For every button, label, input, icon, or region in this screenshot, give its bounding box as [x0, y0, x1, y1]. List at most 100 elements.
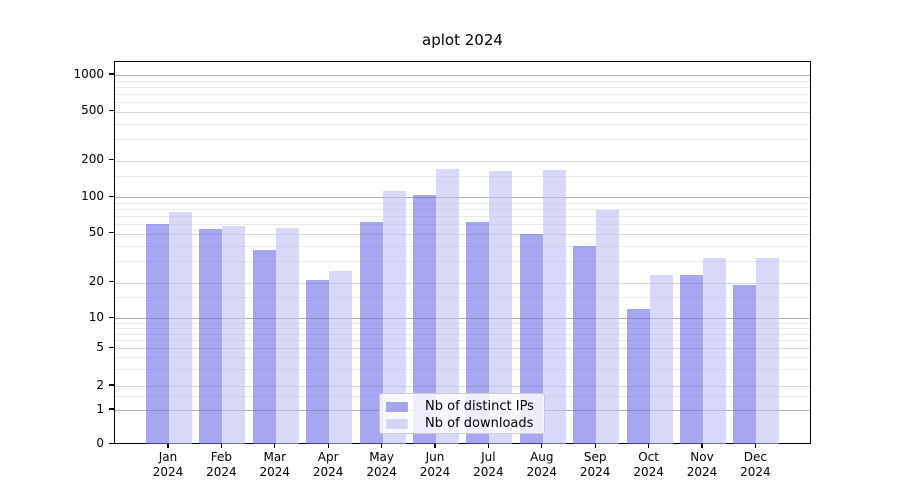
gridline: [115, 102, 810, 104]
bar-nb-of-distinct-ips-sep: [573, 245, 597, 444]
bar-nb-of-downloads-nov: [703, 257, 726, 444]
bar-nb-of-downloads-apr: [329, 270, 353, 444]
gridline: [115, 160, 810, 162]
y-tick-mark: [109, 316, 114, 318]
x-tick-month: Dec: [743, 450, 767, 464]
bar-nb-of-distinct-ips-aug: [519, 233, 543, 444]
bar-nb-of-distinct-ips-may: [359, 221, 383, 444]
x-tick-year: 2024: [366, 465, 397, 479]
y-tick-mark: [109, 159, 114, 161]
x-tick-month: Feb: [210, 450, 233, 464]
x-tick-month: Mar: [263, 450, 287, 464]
y-tick-label: 500: [81, 103, 104, 118]
x-tick-mark: [754, 444, 757, 448]
bar-nb-of-distinct-ips-apr: [306, 280, 330, 444]
bar-nb-of-downloads-jan: [169, 212, 192, 444]
x-tick-year: 2024: [206, 465, 237, 479]
bar-nb-of-downloads-feb: [222, 225, 246, 444]
y-tick-label: 0: [96, 436, 104, 450]
x-tick-month: Jan: [158, 450, 178, 464]
x-tick-mark: [220, 444, 223, 448]
gridline: [115, 297, 810, 299]
y-tick-label: 200: [81, 152, 104, 167]
x-tick-mark: [380, 444, 383, 448]
x-tick-label-jan: Jan 2024: [138, 450, 198, 480]
x-tick-year: 2024: [526, 465, 558, 479]
gridline: [115, 282, 810, 284]
y-tick-label: 100: [81, 188, 104, 203]
x-tick-year: 2024: [686, 465, 718, 479]
bar-nb-of-distinct-ips-jul: [466, 221, 490, 444]
legend: Nb of distinct IPs Nb of downloads: [379, 393, 545, 434]
gridline: [115, 175, 810, 177]
y-tick-mark: [109, 110, 114, 112]
x-tick-month: Sep: [583, 450, 607, 464]
gridline: [115, 86, 810, 88]
x-tick-mark: [434, 444, 436, 448]
y-tick-mark: [109, 384, 114, 386]
x-tick-mark: [487, 444, 490, 448]
gridline: [115, 340, 810, 342]
gridline: [115, 202, 810, 204]
legend-label: Nb of downloads: [425, 416, 534, 431]
x-tick-mark: [594, 444, 596, 448]
gridline: [115, 216, 810, 218]
gridline: [115, 348, 810, 350]
x-tick-label-may: May 2024: [352, 450, 412, 480]
bar-nb-of-downloads-jun: [436, 169, 459, 444]
gridline: [115, 209, 810, 211]
x-tick-month: Aug: [530, 450, 554, 464]
bar-nb-of-downloads-dec: [756, 257, 780, 444]
x-tick-year: 2024: [579, 465, 611, 479]
y-tick-mark: [109, 232, 114, 234]
bar-nb-of-downloads-may: [382, 191, 406, 444]
legend-swatch-icon: [386, 401, 408, 412]
legend-label: Nb of distinct IPs: [425, 399, 534, 414]
gridline: [115, 327, 810, 329]
legend-entry: Nb of downloads: [386, 415, 544, 432]
x-tick-year: 2024: [259, 465, 291, 479]
x-tick-label-aug: Aug 2024: [512, 450, 572, 480]
y-tick-label: 1000: [73, 66, 104, 81]
bar-nb-of-distinct-ips-nov: [680, 275, 703, 444]
x-tick-month: Nov: [690, 450, 714, 464]
gridline: [115, 233, 810, 235]
x-tick-month: Jul: [481, 450, 496, 464]
bar-nb-of-distinct-ips-jun: [413, 194, 436, 444]
bar-nb-of-distinct-ips-feb: [199, 228, 223, 444]
x-tick-year: 2024: [312, 465, 344, 479]
x-tick-label-jun: Jun 2024: [405, 450, 465, 480]
bar-nb-of-downloads-sep: [596, 210, 620, 444]
x-tick-month: Apr: [317, 450, 339, 464]
bar-nb-of-downloads-aug: [542, 169, 566, 444]
bar-nb-of-distinct-ips-oct: [626, 308, 650, 444]
gridline: [115, 93, 810, 95]
x-tick-label-mar: Mar 2024: [245, 450, 305, 480]
y-tick-label: 20: [88, 274, 104, 289]
x-tick-mark: [274, 444, 276, 448]
gridline: [115, 224, 810, 226]
x-tick-mark: [647, 444, 650, 448]
x-tick-label-apr: Apr 2024: [298, 450, 358, 480]
gridline: [115, 123, 810, 125]
bar-nb-of-distinct-ips-mar: [252, 249, 276, 444]
x-tick-year: 2024: [633, 465, 664, 479]
y-tick-mark: [109, 73, 114, 75]
x-tick-mark: [701, 444, 703, 448]
x-tick-label-feb: Feb 2024: [191, 450, 251, 480]
gridline: [115, 322, 810, 324]
x-tick-year: 2024: [419, 465, 451, 479]
x-tick-year: 2024: [473, 465, 504, 479]
chart-title: aplot 2024: [422, 31, 503, 49]
y-tick-mark: [109, 346, 114, 348]
bar-nb-of-downloads-oct: [649, 275, 673, 444]
x-tick-mark: [167, 444, 169, 448]
x-tick-label-sep: Sep 2024: [565, 450, 625, 480]
x-tick-label-oct: Oct 2024: [619, 450, 679, 480]
x-tick-month: Jun: [425, 450, 445, 464]
y-tick-mark: [109, 195, 114, 197]
gridline: [115, 245, 810, 247]
gridline: [115, 318, 810, 320]
bar-nb-of-distinct-ips-jan: [146, 224, 169, 444]
